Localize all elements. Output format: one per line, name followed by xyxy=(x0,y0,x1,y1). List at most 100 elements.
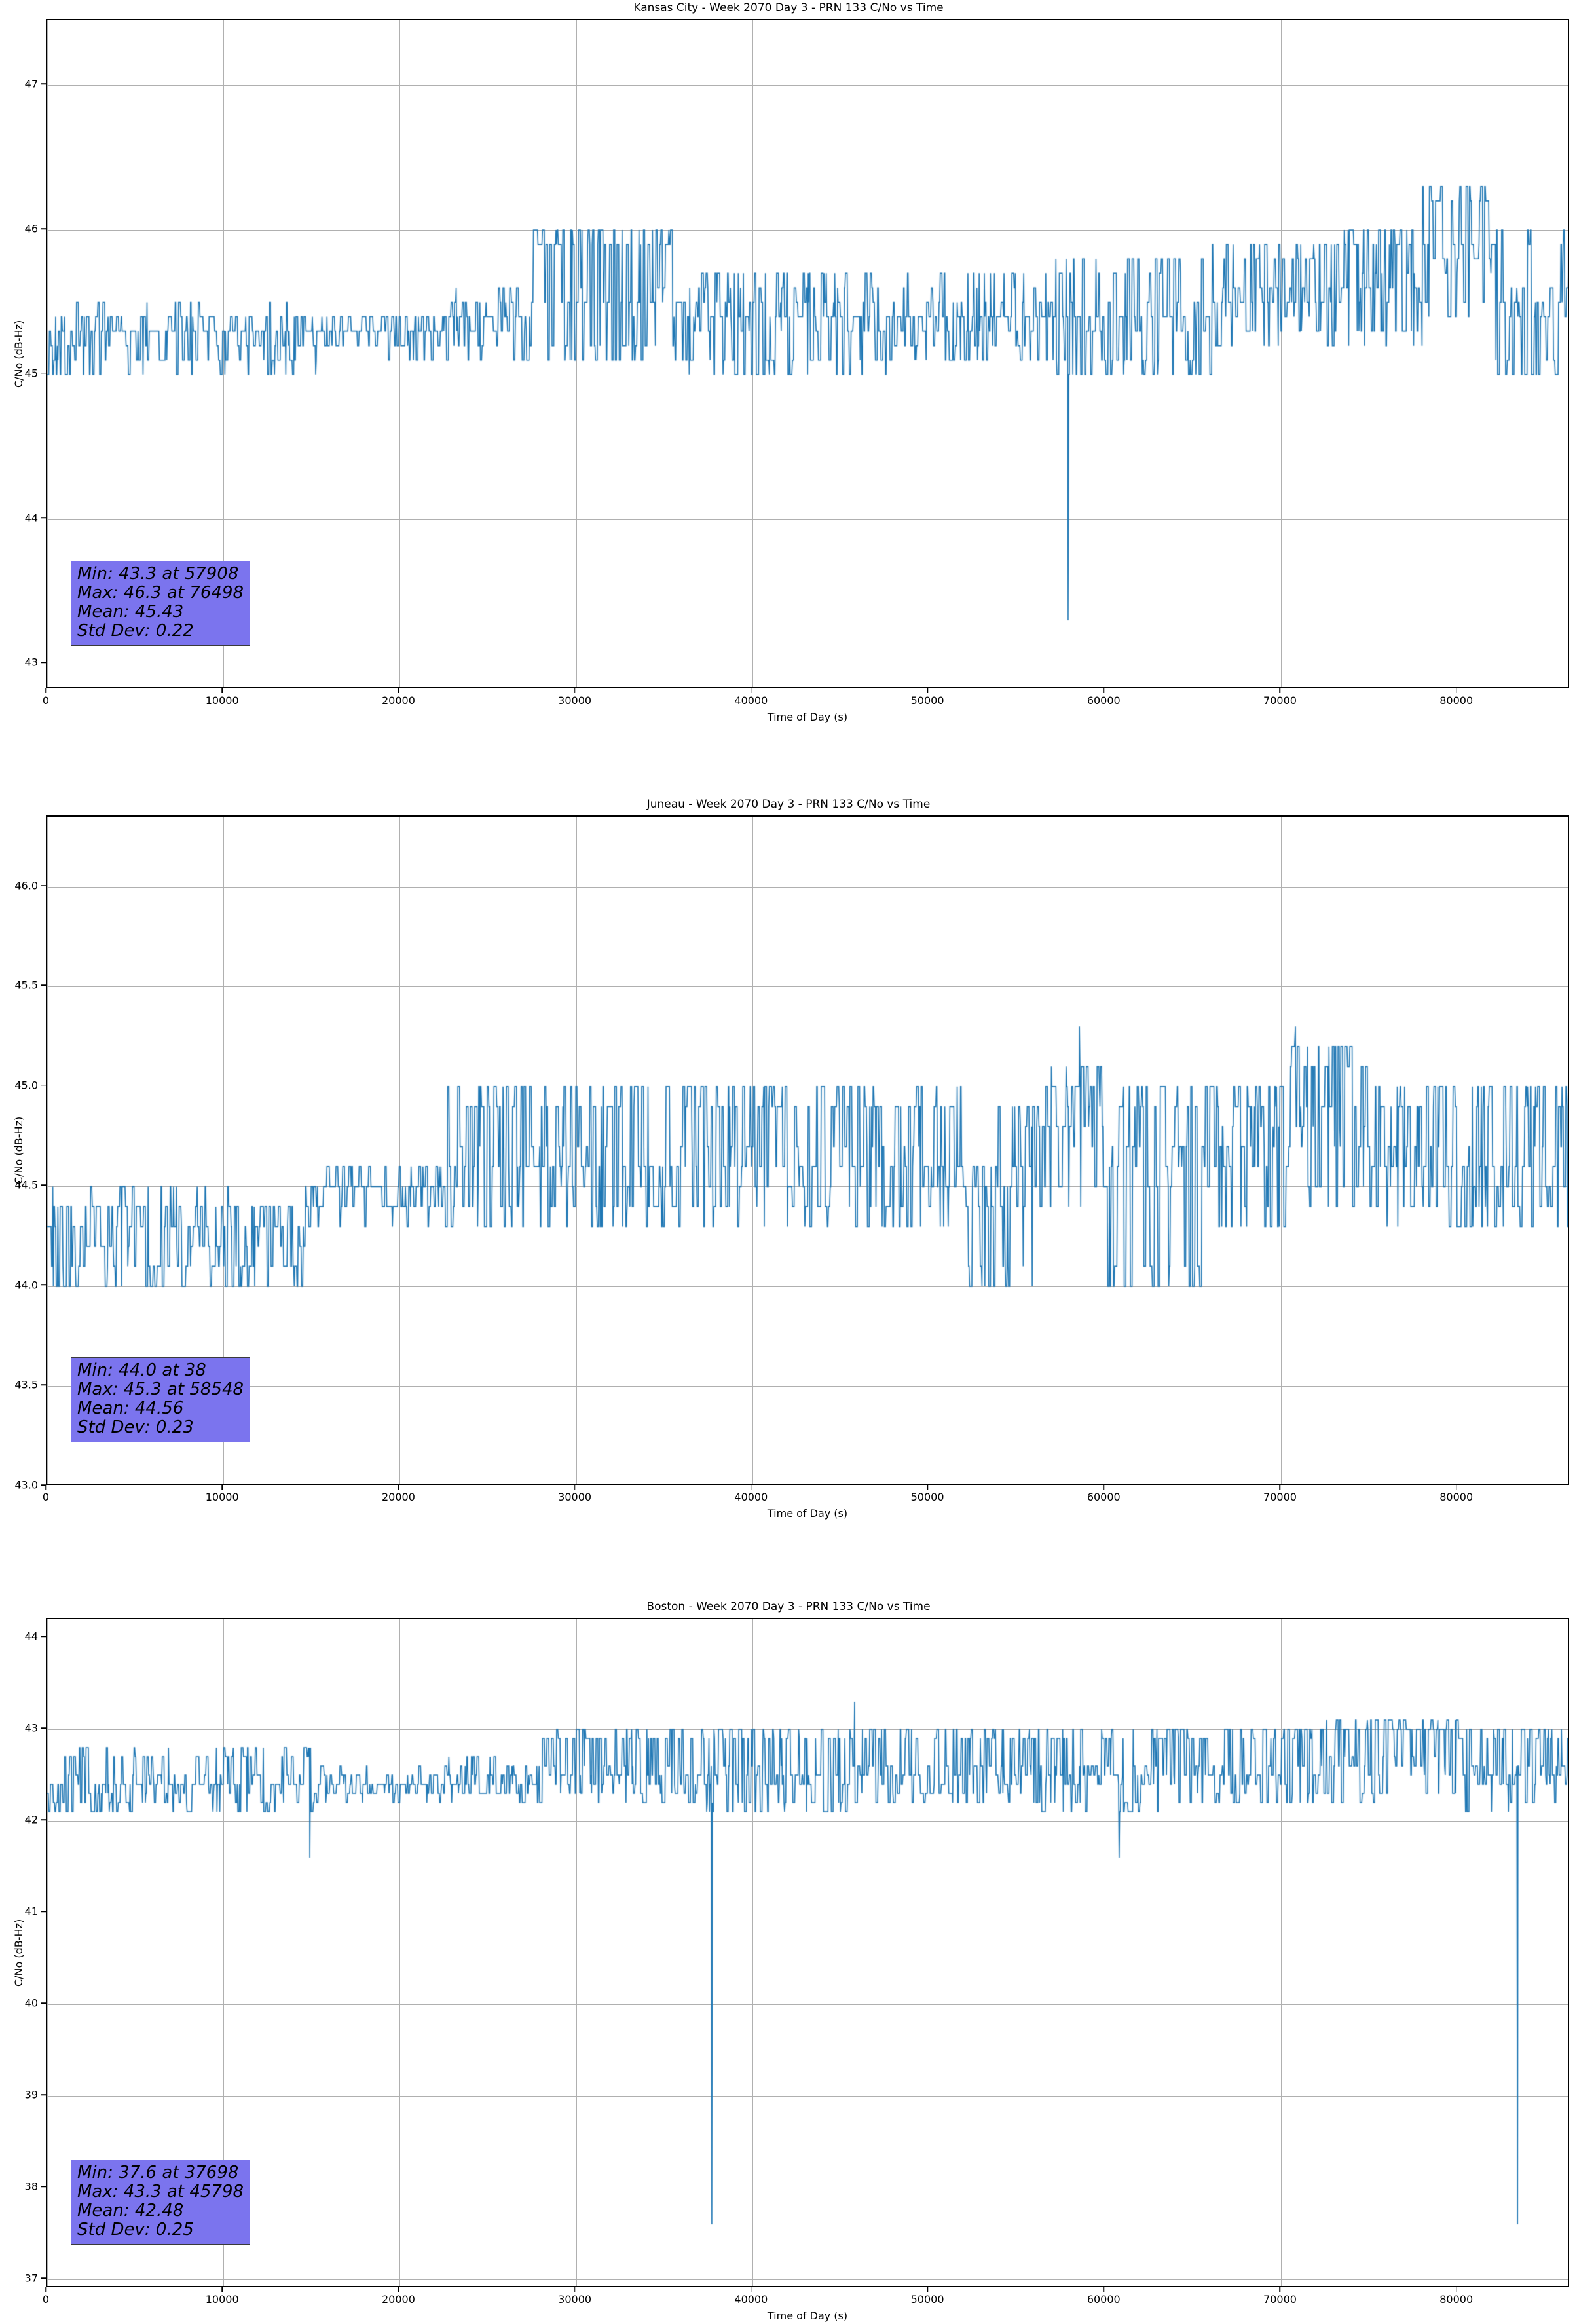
x-tick-label: 60000 xyxy=(1086,2293,1121,2306)
stats-annotation: Min: 37.6 at 37698 Max: 43.3 at 45798 Mean… xyxy=(71,2160,251,2245)
x-tick-mark xyxy=(574,1485,576,1490)
stats-stddev: Std Dev: 0.25 xyxy=(77,2220,194,2240)
y-tick-label: 47 xyxy=(24,77,38,90)
y-tick-mark xyxy=(41,517,46,519)
y-tick-mark xyxy=(41,1636,46,1637)
x-tick-mark xyxy=(45,2287,46,2292)
y-tick-mark xyxy=(41,373,46,374)
x-tick-mark xyxy=(1455,2287,1457,2292)
stats-annotation: Min: 43.3 at 57908 Max: 46.3 at 76498 Mean… xyxy=(71,561,251,647)
x-tick-label: 40000 xyxy=(734,1491,768,1503)
series-line xyxy=(47,1619,1568,2286)
y-tick-label: 42 xyxy=(24,1813,38,1826)
x-tick-mark xyxy=(1455,1485,1457,1490)
y-tick-mark xyxy=(41,2186,46,2187)
x-tick-label: 10000 xyxy=(205,694,239,707)
x-tick-label: 10000 xyxy=(205,2293,239,2306)
x-tick-mark xyxy=(221,1485,223,1490)
x-tick-mark xyxy=(45,1485,46,1490)
y-tick-label: 46.0 xyxy=(14,879,38,892)
x-tick-label: 30000 xyxy=(558,2293,592,2306)
x-axis-label: Time of Day (s) xyxy=(767,1507,848,1520)
x-tick-label: 50000 xyxy=(910,2293,944,2306)
x-tick-label: 80000 xyxy=(1439,1491,1474,1503)
x-tick-mark xyxy=(751,688,752,693)
x-tick-mark xyxy=(927,1485,928,1490)
y-tick-mark xyxy=(41,1727,46,1729)
stats-min: Min: 37.6 at 37698 xyxy=(77,2163,239,2183)
x-tick-mark xyxy=(1103,688,1105,693)
stats-mean: Mean: 42.48 xyxy=(77,2201,184,2221)
stats-max: Max: 43.3 at 45798 xyxy=(77,2182,244,2202)
plot-area xyxy=(46,19,1569,688)
x-tick-mark xyxy=(398,2287,399,2292)
x-tick-label: 50000 xyxy=(910,1491,944,1503)
y-tick-mark xyxy=(41,984,46,986)
x-tick-label: 30000 xyxy=(558,694,592,707)
x-tick-mark xyxy=(927,688,928,693)
x-tick-mark xyxy=(1103,2287,1105,2292)
x-tick-mark xyxy=(751,1485,752,1490)
y-tick-label: 39 xyxy=(24,2088,38,2101)
y-tick-label: 44 xyxy=(24,512,38,525)
x-tick-mark xyxy=(1279,688,1281,693)
series-line xyxy=(47,20,1568,687)
stats-max: Max: 46.3 at 76498 xyxy=(77,583,244,603)
stats-min: Min: 43.3 at 57908 xyxy=(77,564,239,584)
y-tick-mark xyxy=(41,1085,46,1086)
x-tick-mark xyxy=(45,688,46,693)
chart-title: Juneau - Week 2070 Day 3 - PRN 133 C/No … xyxy=(646,798,931,811)
x-tick-mark xyxy=(927,2287,928,2292)
y-tick-label: 45.5 xyxy=(14,979,38,992)
x-tick-mark xyxy=(1279,1485,1281,1490)
y-tick-label: 40 xyxy=(24,1996,38,2010)
y-axis-label: C/No (dB-Hz) xyxy=(12,1919,25,1987)
y-tick-label: 43.5 xyxy=(14,1378,38,1391)
x-tick-mark xyxy=(1279,2287,1281,2292)
x-tick-label: 70000 xyxy=(1263,1491,1297,1503)
y-tick-mark xyxy=(41,2277,46,2279)
y-tick-label: 43 xyxy=(24,656,38,669)
y-tick-mark xyxy=(41,2094,46,2095)
y-tick-mark xyxy=(41,1484,46,1486)
x-tick-label: 60000 xyxy=(1086,694,1121,707)
y-tick-label: 43 xyxy=(24,1721,38,1734)
x-tick-label: 20000 xyxy=(381,694,415,707)
x-tick-mark xyxy=(1455,688,1457,693)
y-tick-label: 37 xyxy=(24,2272,38,2285)
stats-min: Min: 44.0 at 38 xyxy=(77,1360,206,1380)
stats-max: Max: 45.3 at 58548 xyxy=(77,1379,244,1400)
y-tick-label: 41 xyxy=(24,1905,38,1918)
x-tick-mark xyxy=(221,688,223,693)
x-tick-label: 50000 xyxy=(910,694,944,707)
y-tick-label: 46 xyxy=(24,222,38,235)
x-tick-label: 40000 xyxy=(734,694,768,707)
x-tick-mark xyxy=(221,2287,223,2292)
y-tick-label: 45 xyxy=(24,367,38,380)
x-tick-label: 70000 xyxy=(1263,694,1297,707)
chart-title: Kansas City - Week 2070 Day 3 - PRN 133 … xyxy=(633,1,944,14)
stats-stddev: Std Dev: 0.23 xyxy=(77,1417,194,1438)
y-tick-label: 45.0 xyxy=(14,1079,38,1092)
y-tick-mark xyxy=(41,1284,46,1286)
x-axis-label: Time of Day (s) xyxy=(767,2310,848,2322)
y-tick-mark xyxy=(41,2002,46,2004)
plot-area xyxy=(46,1618,1569,2287)
x-axis-label: Time of Day (s) xyxy=(767,711,848,723)
series-line xyxy=(47,817,1568,1484)
x-tick-mark xyxy=(574,2287,576,2292)
x-tick-label: 0 xyxy=(42,1491,50,1503)
stats-mean: Mean: 44.56 xyxy=(77,1398,184,1419)
x-tick-mark xyxy=(398,688,399,693)
y-tick-label: 44.5 xyxy=(14,1178,38,1191)
y-tick-mark xyxy=(41,228,46,229)
plot-area xyxy=(46,815,1569,1485)
stats-annotation: Min: 44.0 at 38 Max: 45.3 at 58548 Mean: 4… xyxy=(71,1357,251,1443)
y-tick-label: 44.0 xyxy=(14,1279,38,1292)
y-tick-mark xyxy=(41,1184,46,1186)
y-tick-mark xyxy=(41,1384,46,1386)
x-tick-label: 80000 xyxy=(1439,694,1474,707)
